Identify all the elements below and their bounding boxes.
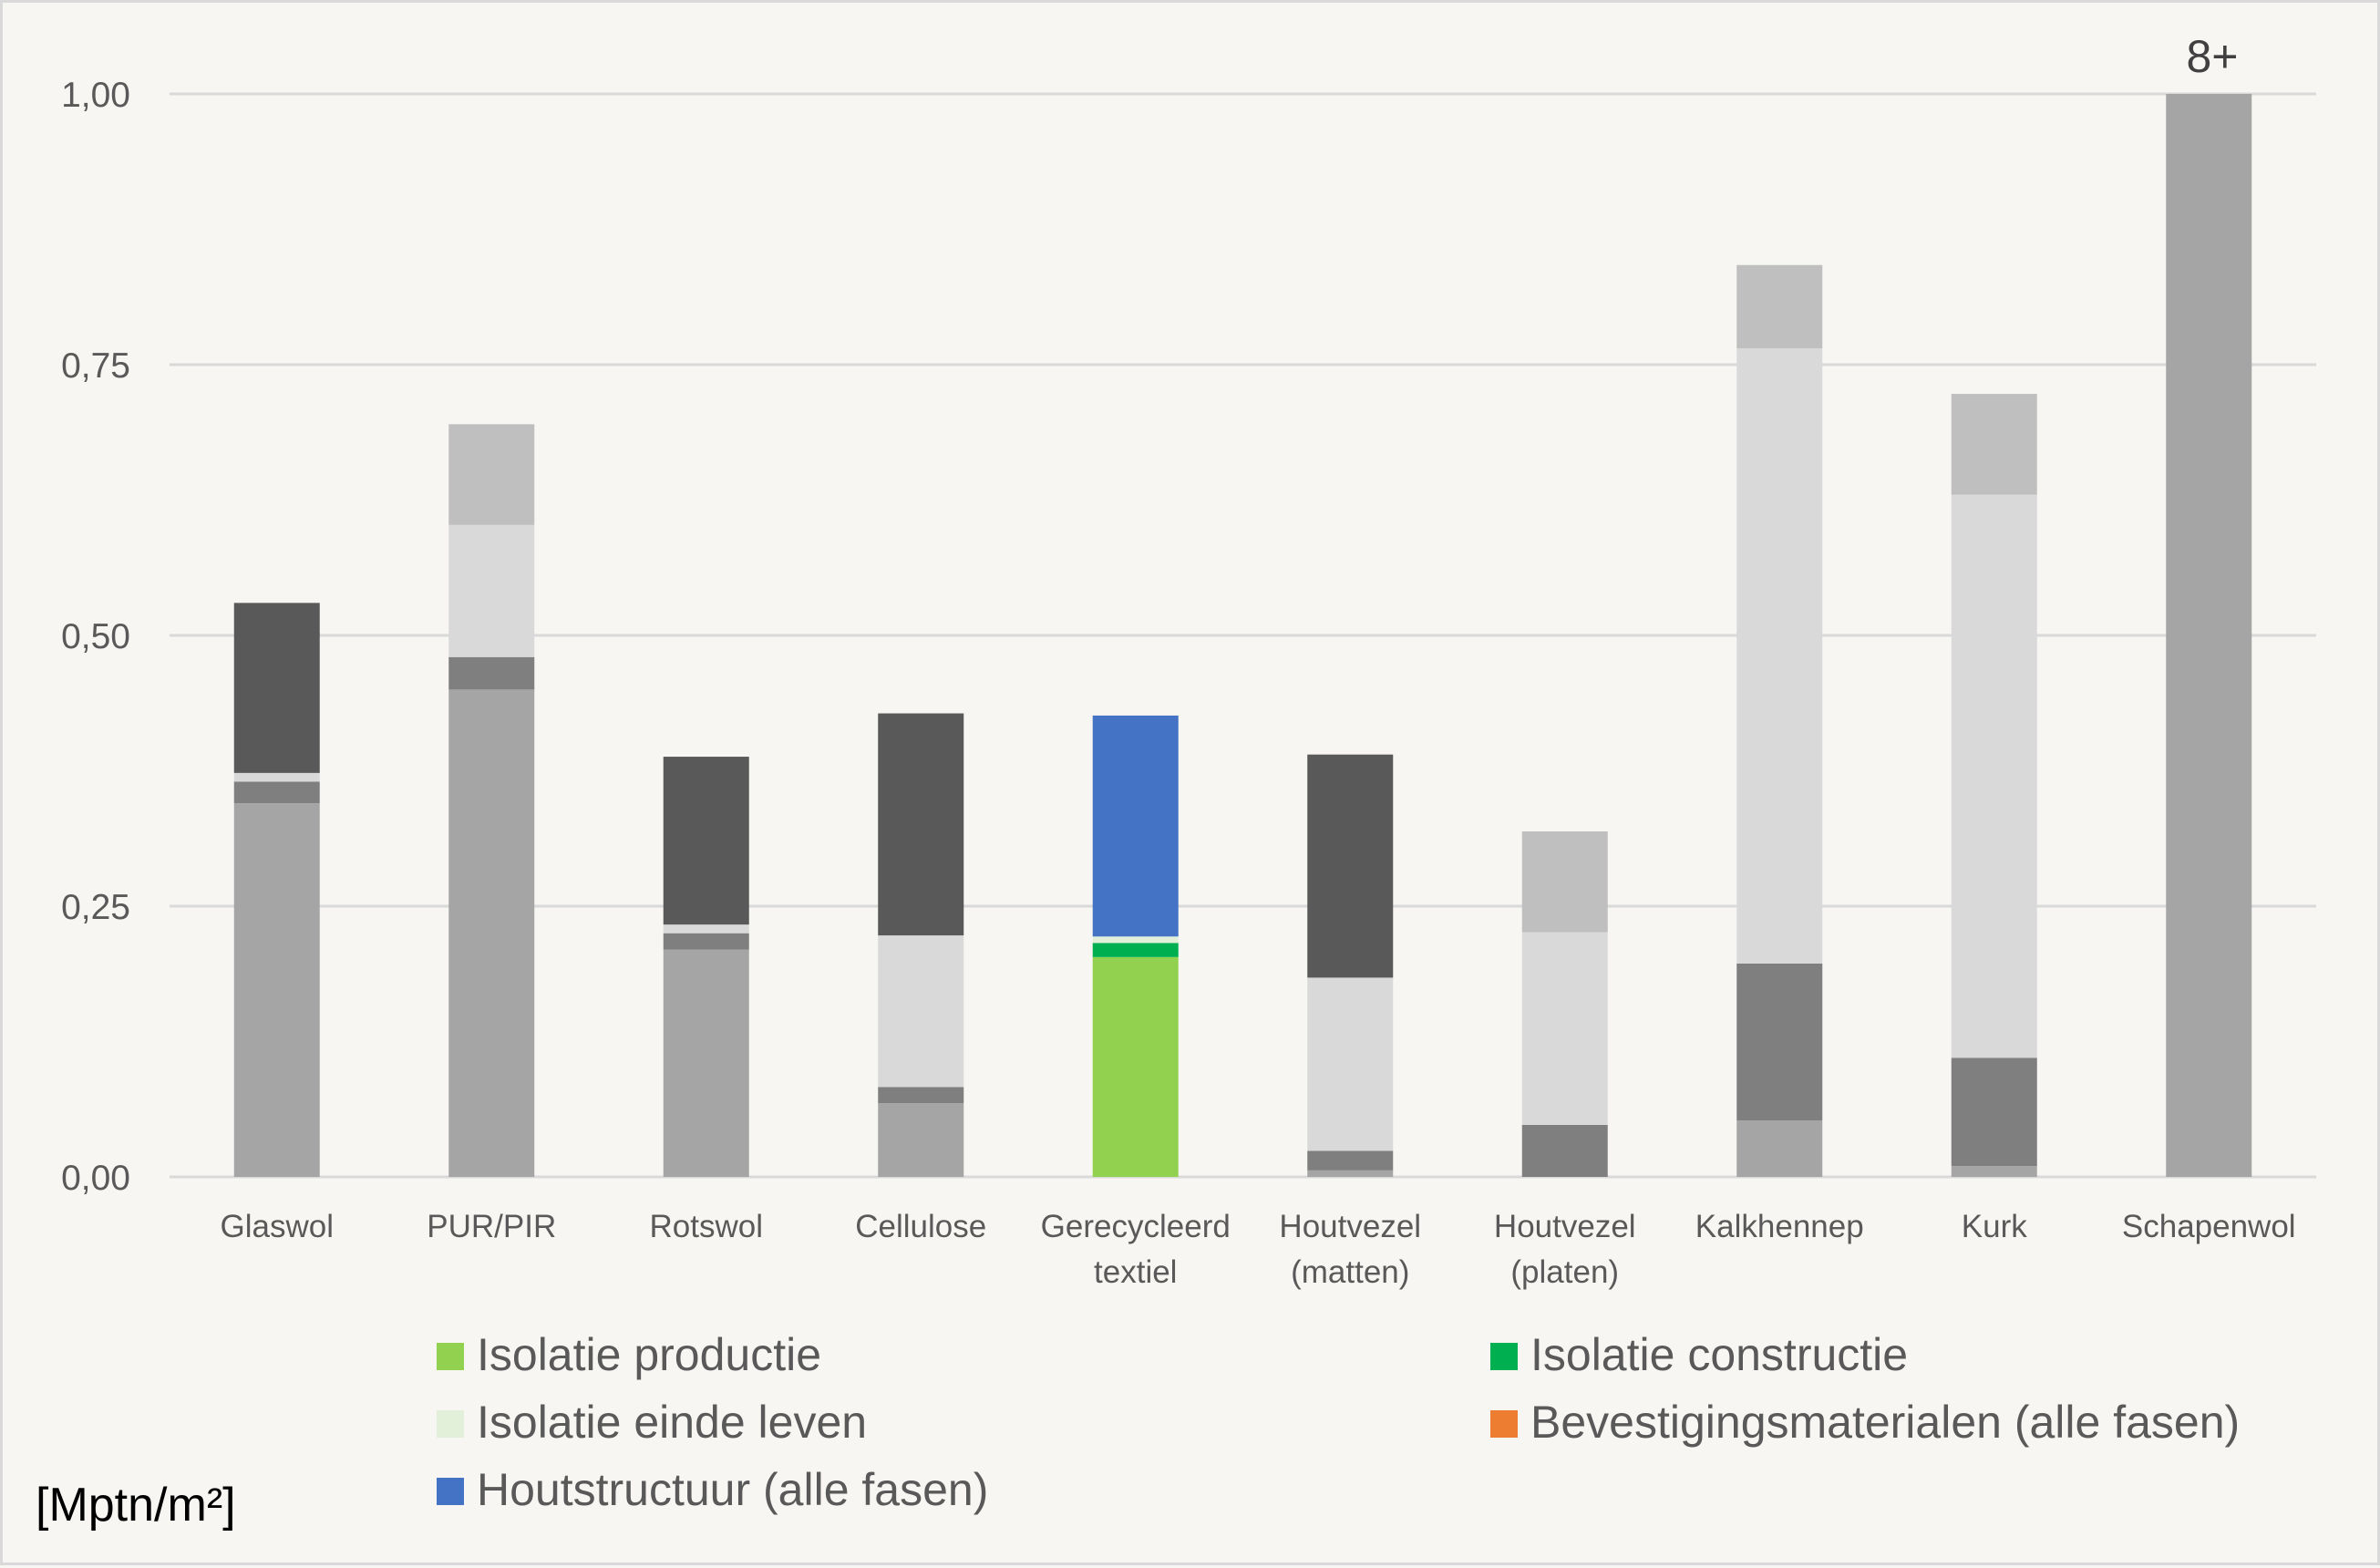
legend-label: Isolatie einde leven (477, 1397, 867, 1448)
bar-segment (448, 656, 535, 690)
bar-segment (878, 935, 964, 1088)
bar-stack (1951, 394, 2037, 1177)
bar-stack (1092, 715, 1179, 1177)
bar-segment (1736, 264, 1823, 349)
y-tick-label: 1,00 (61, 76, 130, 115)
legend-label: Bevestigingsmaterialen (alle fasen) (1530, 1397, 2240, 1448)
bar-segment (1307, 1150, 1394, 1171)
bar-segment (1736, 1120, 1823, 1177)
bars (233, 94, 2252, 1177)
bar-segment (1951, 1057, 2037, 1167)
bar-segment (663, 924, 749, 934)
bar-segment (233, 781, 320, 804)
x-category-label: Houtvezel (platen) (1494, 1209, 1636, 1290)
y-tick-label: 0,75 (61, 346, 130, 386)
legend-item: Isolatie constructie (1490, 1329, 1908, 1380)
bar-segment (233, 772, 320, 782)
bar-segment (233, 803, 320, 1177)
bar-segment (1521, 1124, 1608, 1177)
bar-stack (1521, 831, 1608, 1177)
overflow-label: 8+ (2186, 31, 2238, 82)
bar-segment (1092, 956, 1179, 1177)
legend-label: Isolatie constructie (1530, 1329, 1908, 1380)
bar-segment (2166, 94, 2252, 1177)
unit-label: [Mptn/m²] (36, 1479, 236, 1532)
legend-swatch (1490, 1343, 1518, 1370)
y-tick-label: 0,50 (61, 617, 130, 656)
x-category-label: Gerecycleerd textiel (1041, 1209, 1231, 1290)
bar-segment (1736, 963, 1823, 1121)
bar-segment (1307, 977, 1394, 1151)
legend-item: Houtstructuur (alle fasen) (437, 1464, 988, 1515)
bar-segment (1951, 494, 2037, 1058)
bar-stack (663, 757, 749, 1177)
legend-swatch (437, 1410, 464, 1438)
x-category-label: Rotswol (650, 1209, 763, 1244)
x-category-label: Houtvezel (matten) (1279, 1209, 1421, 1290)
legend-swatch (437, 1343, 464, 1370)
legend-item: Isolatie einde leven (437, 1397, 867, 1448)
bar-segment (1736, 348, 1823, 964)
bar-stack (233, 603, 320, 1177)
stacked-bar-chart: 0,00 0,25 0,50 0,75 1,00 Glaswol PUR/PIR Rotswo… (36, 31, 2316, 1532)
legend: Isolatie productie Isolatie constructie Is… (437, 1329, 2240, 1515)
x-category-label: PUR/PIR (427, 1209, 556, 1244)
bar-segment (663, 933, 749, 950)
legend-label: Houtstructuur (alle fasen) (477, 1464, 988, 1515)
legend-item: Isolatie productie (437, 1329, 821, 1380)
bar-segment (1521, 831, 1608, 933)
x-category-label: Schapenwol (2122, 1209, 2296, 1244)
x-category-label: Glaswol (221, 1209, 334, 1244)
bar-segment (448, 524, 535, 657)
bar-segment (1092, 936, 1179, 944)
bar-stack (448, 424, 535, 1177)
bar-segment (878, 713, 964, 936)
bar-segment (448, 424, 535, 525)
bar-segment (878, 1087, 964, 1104)
legend-swatch (1490, 1410, 1518, 1438)
bar-stack (1307, 754, 1394, 1177)
bar-stack (2166, 94, 2252, 1177)
bar-stack (878, 713, 964, 1177)
legend-swatch (437, 1478, 464, 1505)
bar-segment (448, 689, 535, 1177)
bar-segment (233, 603, 320, 773)
legend-item: Bevestigingsmaterialen (alle fasen) (1490, 1397, 2240, 1448)
bar-segment (878, 1103, 964, 1177)
y-tick-label: 0,25 (61, 888, 130, 927)
bar-segment (1092, 943, 1179, 957)
y-tick-label: 0,00 (61, 1159, 130, 1198)
bar-segment (1307, 1170, 1394, 1177)
bar-segment (1307, 754, 1394, 978)
bar-segment (1521, 932, 1608, 1125)
axis-labels: 0,00 0,25 0,50 0,75 1,00 Glaswol PUR/PIR Rotswo… (61, 76, 2296, 1290)
legend-label: Isolatie productie (477, 1329, 821, 1380)
bar-segment (1951, 394, 2037, 495)
bar-segment (1951, 1166, 2037, 1177)
bar-segment (1092, 715, 1179, 937)
bar-stack (1736, 264, 1823, 1177)
x-category-label: Kurk (1962, 1209, 2027, 1244)
bar-segment (663, 949, 749, 1177)
bar-segment (663, 757, 749, 925)
x-category-label: Kalkhennep (1695, 1209, 1864, 1244)
x-category-label: Cellulose (855, 1209, 986, 1244)
